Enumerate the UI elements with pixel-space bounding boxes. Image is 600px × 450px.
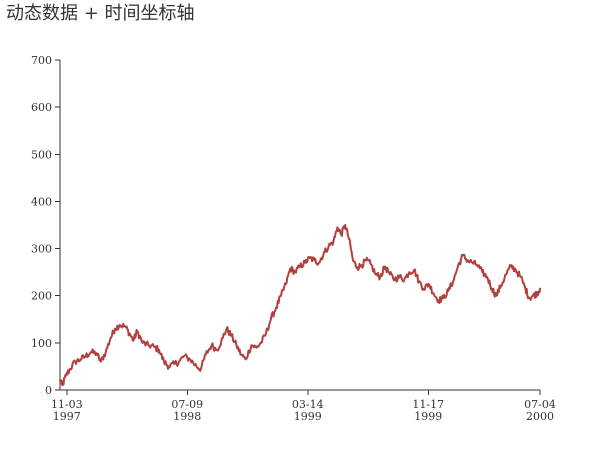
x-tick-label-year: 1998: [173, 410, 201, 423]
x-tick-label: 11-03: [51, 398, 83, 411]
x-tick-label: 07-09: [171, 398, 203, 411]
series-line: [59, 224, 541, 387]
x-tick-label-year: 1999: [414, 410, 442, 423]
x-tick-label: 07-04: [524, 398, 556, 411]
y-tick-label: 500: [31, 148, 52, 161]
x-tick-label: 11-17: [412, 398, 444, 411]
x-axis: 11-03199707-09199803-14199911-17199907-0…: [51, 389, 556, 423]
y-tick-label: 300: [31, 243, 52, 256]
series-layer: [59, 224, 541, 387]
x-tick-label: 03-14: [292, 398, 324, 411]
y-tick-label: 100: [31, 337, 52, 350]
x-tick-label-year: 2000: [526, 410, 554, 423]
chart-title: 动态数据 + 时间坐标轴: [6, 3, 195, 24]
y-tick-label: 200: [31, 290, 52, 303]
x-tick-label-year: 1999: [294, 410, 322, 423]
y-tick-label: 700: [31, 54, 52, 67]
y-tick-label: 0: [45, 384, 52, 397]
y-axis: 0 100 200 300 400 500 600 700: [31, 54, 61, 397]
y-tick-label: 400: [31, 195, 52, 208]
y-tick-label: 600: [31, 101, 52, 114]
x-tick-label-year: 1997: [53, 410, 81, 423]
